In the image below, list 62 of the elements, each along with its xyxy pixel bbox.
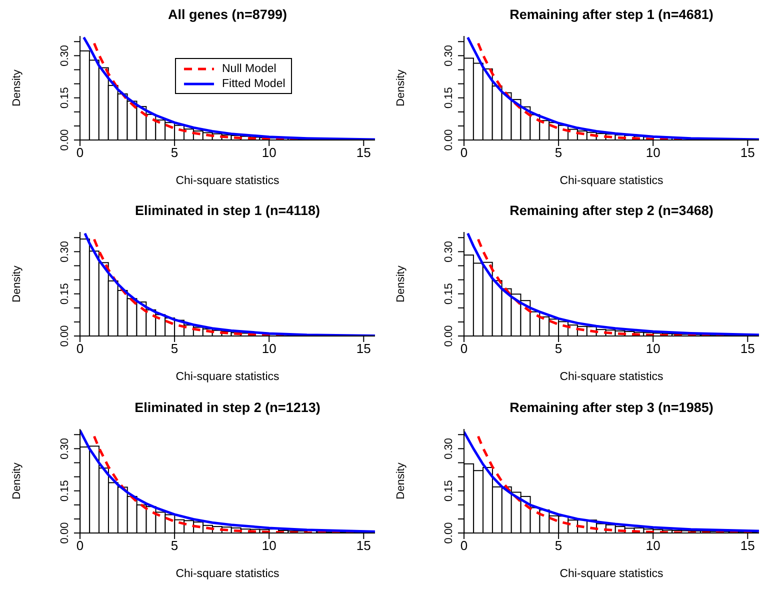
x-tick-label: 15	[356, 538, 371, 553]
y-axis-title: Density	[394, 69, 407, 106]
x-axis-title: Chi-square statistics	[176, 371, 280, 384]
y-axis-title: Density	[10, 462, 23, 499]
x-tick-label: 0	[76, 538, 84, 553]
y-tick-label: 0.00	[443, 129, 455, 151]
x-tick-label: 5	[170, 342, 178, 357]
y-axis-title: Density	[10, 69, 23, 106]
x-axis-title: Chi-square statistics	[176, 175, 280, 187]
x-tick-label: 15	[356, 145, 371, 160]
y-tick-label: 0.00	[443, 326, 455, 348]
x-axis-title: Chi-square statistics	[560, 371, 664, 384]
x-tick-label: 0	[460, 145, 468, 160]
x-tick-label: 0	[76, 145, 84, 160]
y-tick-label: 0.30	[443, 241, 455, 263]
x-tick-label: 5	[554, 145, 562, 160]
chart-title: Eliminated in step 2 (n=1213)	[134, 398, 322, 417]
x-tick-label: 5	[554, 342, 562, 357]
x-tick-label: 0	[460, 538, 468, 553]
y-tick-label: 0.30	[59, 44, 71, 66]
y-tick-label: 0.00	[59, 522, 71, 544]
x-tick-label: 10	[262, 145, 276, 160]
y-tick-label: 0.15	[443, 283, 455, 305]
y-tick-label: 0.15	[59, 283, 71, 305]
x-tick-label: 5	[170, 538, 178, 553]
y-tick-label: 0.30	[59, 241, 71, 263]
x-tick-label: 15	[740, 342, 755, 357]
chart-title: All genes (n=8799)	[167, 6, 288, 24]
x-tick-label: 10	[646, 538, 660, 553]
x-tick-label: 10	[262, 538, 276, 553]
x-axis-title: Chi-square statistics	[560, 175, 664, 187]
legend-label: Null Model	[222, 62, 276, 74]
x-tick-label: 10	[262, 342, 276, 357]
chart-title: Remaining after step 2 (n=3468)	[508, 202, 714, 220]
x-tick-label: 0	[460, 342, 468, 357]
y-tick-label: 0.15	[59, 87, 71, 109]
y-axis-title: Density	[394, 265, 407, 303]
y-tick-label: 0.00	[59, 326, 71, 348]
y-tick-label: 0.00	[443, 522, 455, 544]
x-tick-label: 15	[740, 145, 755, 160]
x-tick-label: 5	[554, 538, 562, 553]
x-axis-title: Chi-square statistics	[560, 568, 664, 580]
y-tick-label: 0.15	[443, 87, 455, 109]
x-tick-label: 15	[740, 538, 755, 553]
x-axis-title: Chi-square statistics	[176, 568, 280, 580]
x-tick-label: 5	[170, 145, 178, 160]
chart-title: Remaining after step 3 (n=1985)	[508, 398, 714, 417]
x-tick-label: 10	[646, 145, 660, 160]
x-tick-label: 15	[356, 342, 371, 357]
y-axis-title: Density	[10, 265, 23, 303]
x-tick-label: 10	[646, 342, 660, 357]
y-tick-label: 0.30	[59, 438, 71, 460]
y-tick-label: 0.00	[59, 129, 71, 151]
y-tick-label: 0.15	[59, 480, 71, 502]
y-axis-title: Density	[394, 462, 407, 499]
y-tick-label: 0.30	[443, 44, 455, 66]
y-tick-label: 0.15	[443, 480, 455, 502]
legend-label: Fitted Model	[222, 78, 286, 90]
y-tick-label: 0.30	[443, 438, 455, 460]
chart-title: Eliminated in step 1 (n=4118)	[134, 202, 321, 220]
x-tick-label: 0	[76, 342, 84, 357]
chart-title: Remaining after step 1 (n=4681)	[508, 6, 714, 24]
